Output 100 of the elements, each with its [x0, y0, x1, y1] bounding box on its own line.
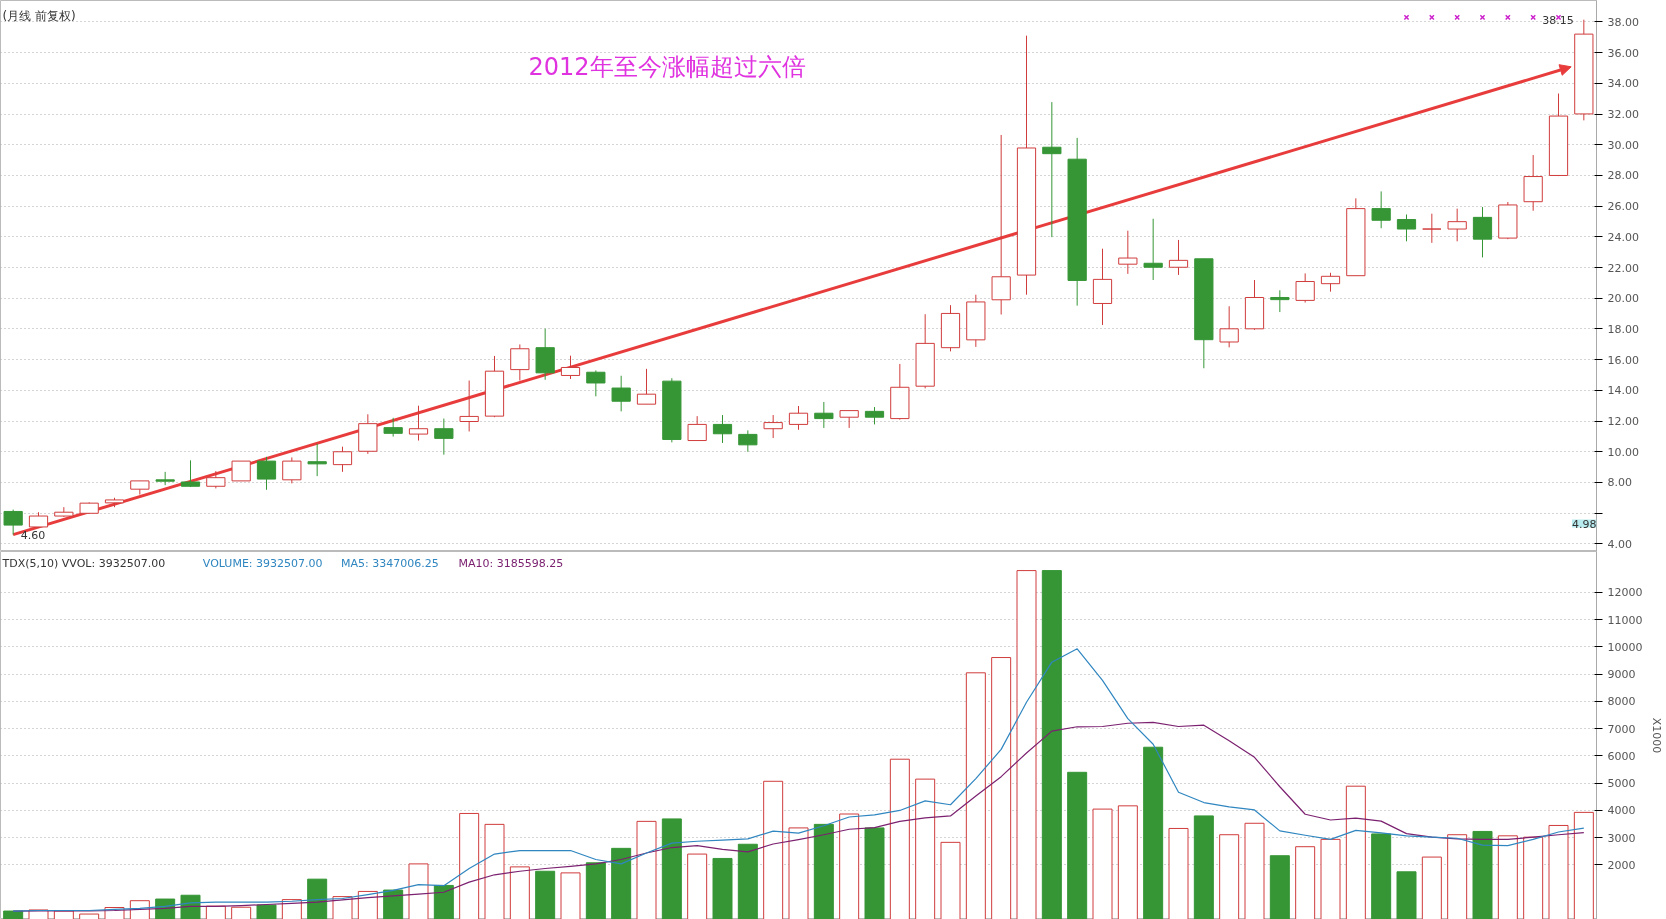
bar: [1219, 834, 1240, 919]
y-tick-label: 7000: [1607, 722, 1636, 736]
bar: [1396, 871, 1417, 919]
line-series: [12, 648, 1585, 912]
candlestick: [788, 405, 809, 431]
bar: [408, 863, 429, 919]
candlestick: [332, 446, 353, 473]
y-axis-title: X1000: [1650, 717, 1664, 754]
candlestick: [611, 375, 631, 412]
bar: [231, 906, 252, 919]
annotation: 38.15: [1542, 13, 1574, 27]
bar: [889, 758, 910, 919]
bar: [965, 672, 986, 919]
text: TDX(5,10) VVOL: 3932507.00: [1, 556, 166, 570]
candlestick: [687, 415, 707, 442]
bar: [1472, 830, 1493, 919]
y-tick-label: 20.00: [1607, 292, 1639, 306]
bar: [383, 889, 404, 919]
candlestick: [1295, 272, 1315, 304]
bar: [1421, 856, 1442, 919]
candlestick: [180, 459, 201, 488]
bar: [53, 910, 74, 919]
bar: [484, 823, 505, 919]
bar: [1345, 785, 1366, 919]
bar: [864, 827, 885, 919]
bar: [1117, 805, 1138, 919]
candlestick: [1143, 218, 1163, 281]
annotation: 2012年至今涨幅超过六倍: [528, 52, 806, 81]
candlestick: [1219, 305, 1239, 348]
y-tick-label: 12.00: [1607, 415, 1639, 429]
candlestick: [738, 429, 758, 453]
annotation: 4.60: [20, 528, 46, 542]
y-tick-label: 32.00: [1607, 108, 1639, 122]
bar: [1573, 811, 1594, 919]
bar: [1193, 815, 1214, 919]
bar: [661, 818, 682, 919]
bar: [1447, 834, 1468, 919]
candlestick: [1270, 289, 1290, 313]
candlestick: [586, 369, 606, 397]
bar: [535, 870, 556, 919]
text: MA5: 3347006.25: [341, 556, 439, 570]
bar: [307, 878, 328, 919]
bar: [1092, 808, 1113, 919]
y-tick-label: 36.00: [1607, 46, 1639, 60]
bar: [509, 866, 530, 919]
y-tick-label: 18.00: [1607, 322, 1639, 336]
bar: [256, 904, 277, 919]
candlestick: [1320, 272, 1341, 293]
y-tick-label: 10000: [1607, 640, 1643, 654]
bar: [1523, 836, 1544, 919]
bar: [3, 910, 24, 919]
candlestick: [1168, 239, 1189, 276]
candlestick: [307, 443, 327, 477]
bar: [585, 862, 606, 919]
candlestick: [256, 456, 277, 491]
y-tick-label: 8.00: [1607, 476, 1632, 490]
candlestick: [1042, 101, 1062, 238]
text: MA10: 3185598.25: [458, 556, 564, 570]
y-tick-label: 24.00: [1607, 230, 1639, 244]
bar: [940, 841, 961, 919]
annotation: 4.98: [1572, 517, 1597, 531]
bar: [1168, 827, 1189, 919]
bar: [205, 905, 226, 919]
y-tick-label: 4000: [1607, 804, 1636, 818]
bar: [459, 812, 480, 919]
candlestick: [636, 368, 657, 405]
candlestick: [712, 414, 733, 444]
y-tick-label: 14.00: [1607, 384, 1639, 398]
candlestick: [383, 417, 403, 438]
bar: [1244, 822, 1265, 919]
bar: [357, 890, 378, 919]
candlestick: [1472, 206, 1493, 258]
bar: [813, 823, 834, 919]
y-tick-label: 12000: [1607, 586, 1643, 600]
y-tick-label: 3000: [1607, 831, 1636, 845]
candlestick: [510, 343, 530, 382]
y-tick-label: 26.00: [1607, 200, 1639, 214]
candlestick: [1422, 213, 1442, 244]
y-tick-label: 2000: [1607, 858, 1636, 872]
bar: [788, 827, 809, 919]
bar: [763, 780, 784, 919]
bar: [915, 778, 936, 919]
y-tick-label: 8000: [1607, 695, 1636, 709]
bar: [1497, 835, 1518, 919]
candlestick: [408, 405, 429, 442]
y-tick-label: 38.00: [1607, 15, 1639, 29]
candlestick: [282, 456, 302, 484]
bar: [1371, 833, 1392, 919]
candlestick: [3, 509, 23, 536]
bar: [737, 843, 758, 919]
bar: [636, 820, 657, 919]
candlestick: [1118, 230, 1138, 275]
candlestick: [560, 355, 581, 380]
y-tick-label: 30.00: [1607, 138, 1639, 152]
bar: [1269, 855, 1290, 919]
candlestick: [763, 414, 783, 439]
y-tick-label: 9000: [1607, 668, 1636, 682]
y-tick-label: 16.00: [1607, 353, 1639, 367]
candlestick: [991, 134, 1011, 316]
bar: [1143, 746, 1164, 919]
